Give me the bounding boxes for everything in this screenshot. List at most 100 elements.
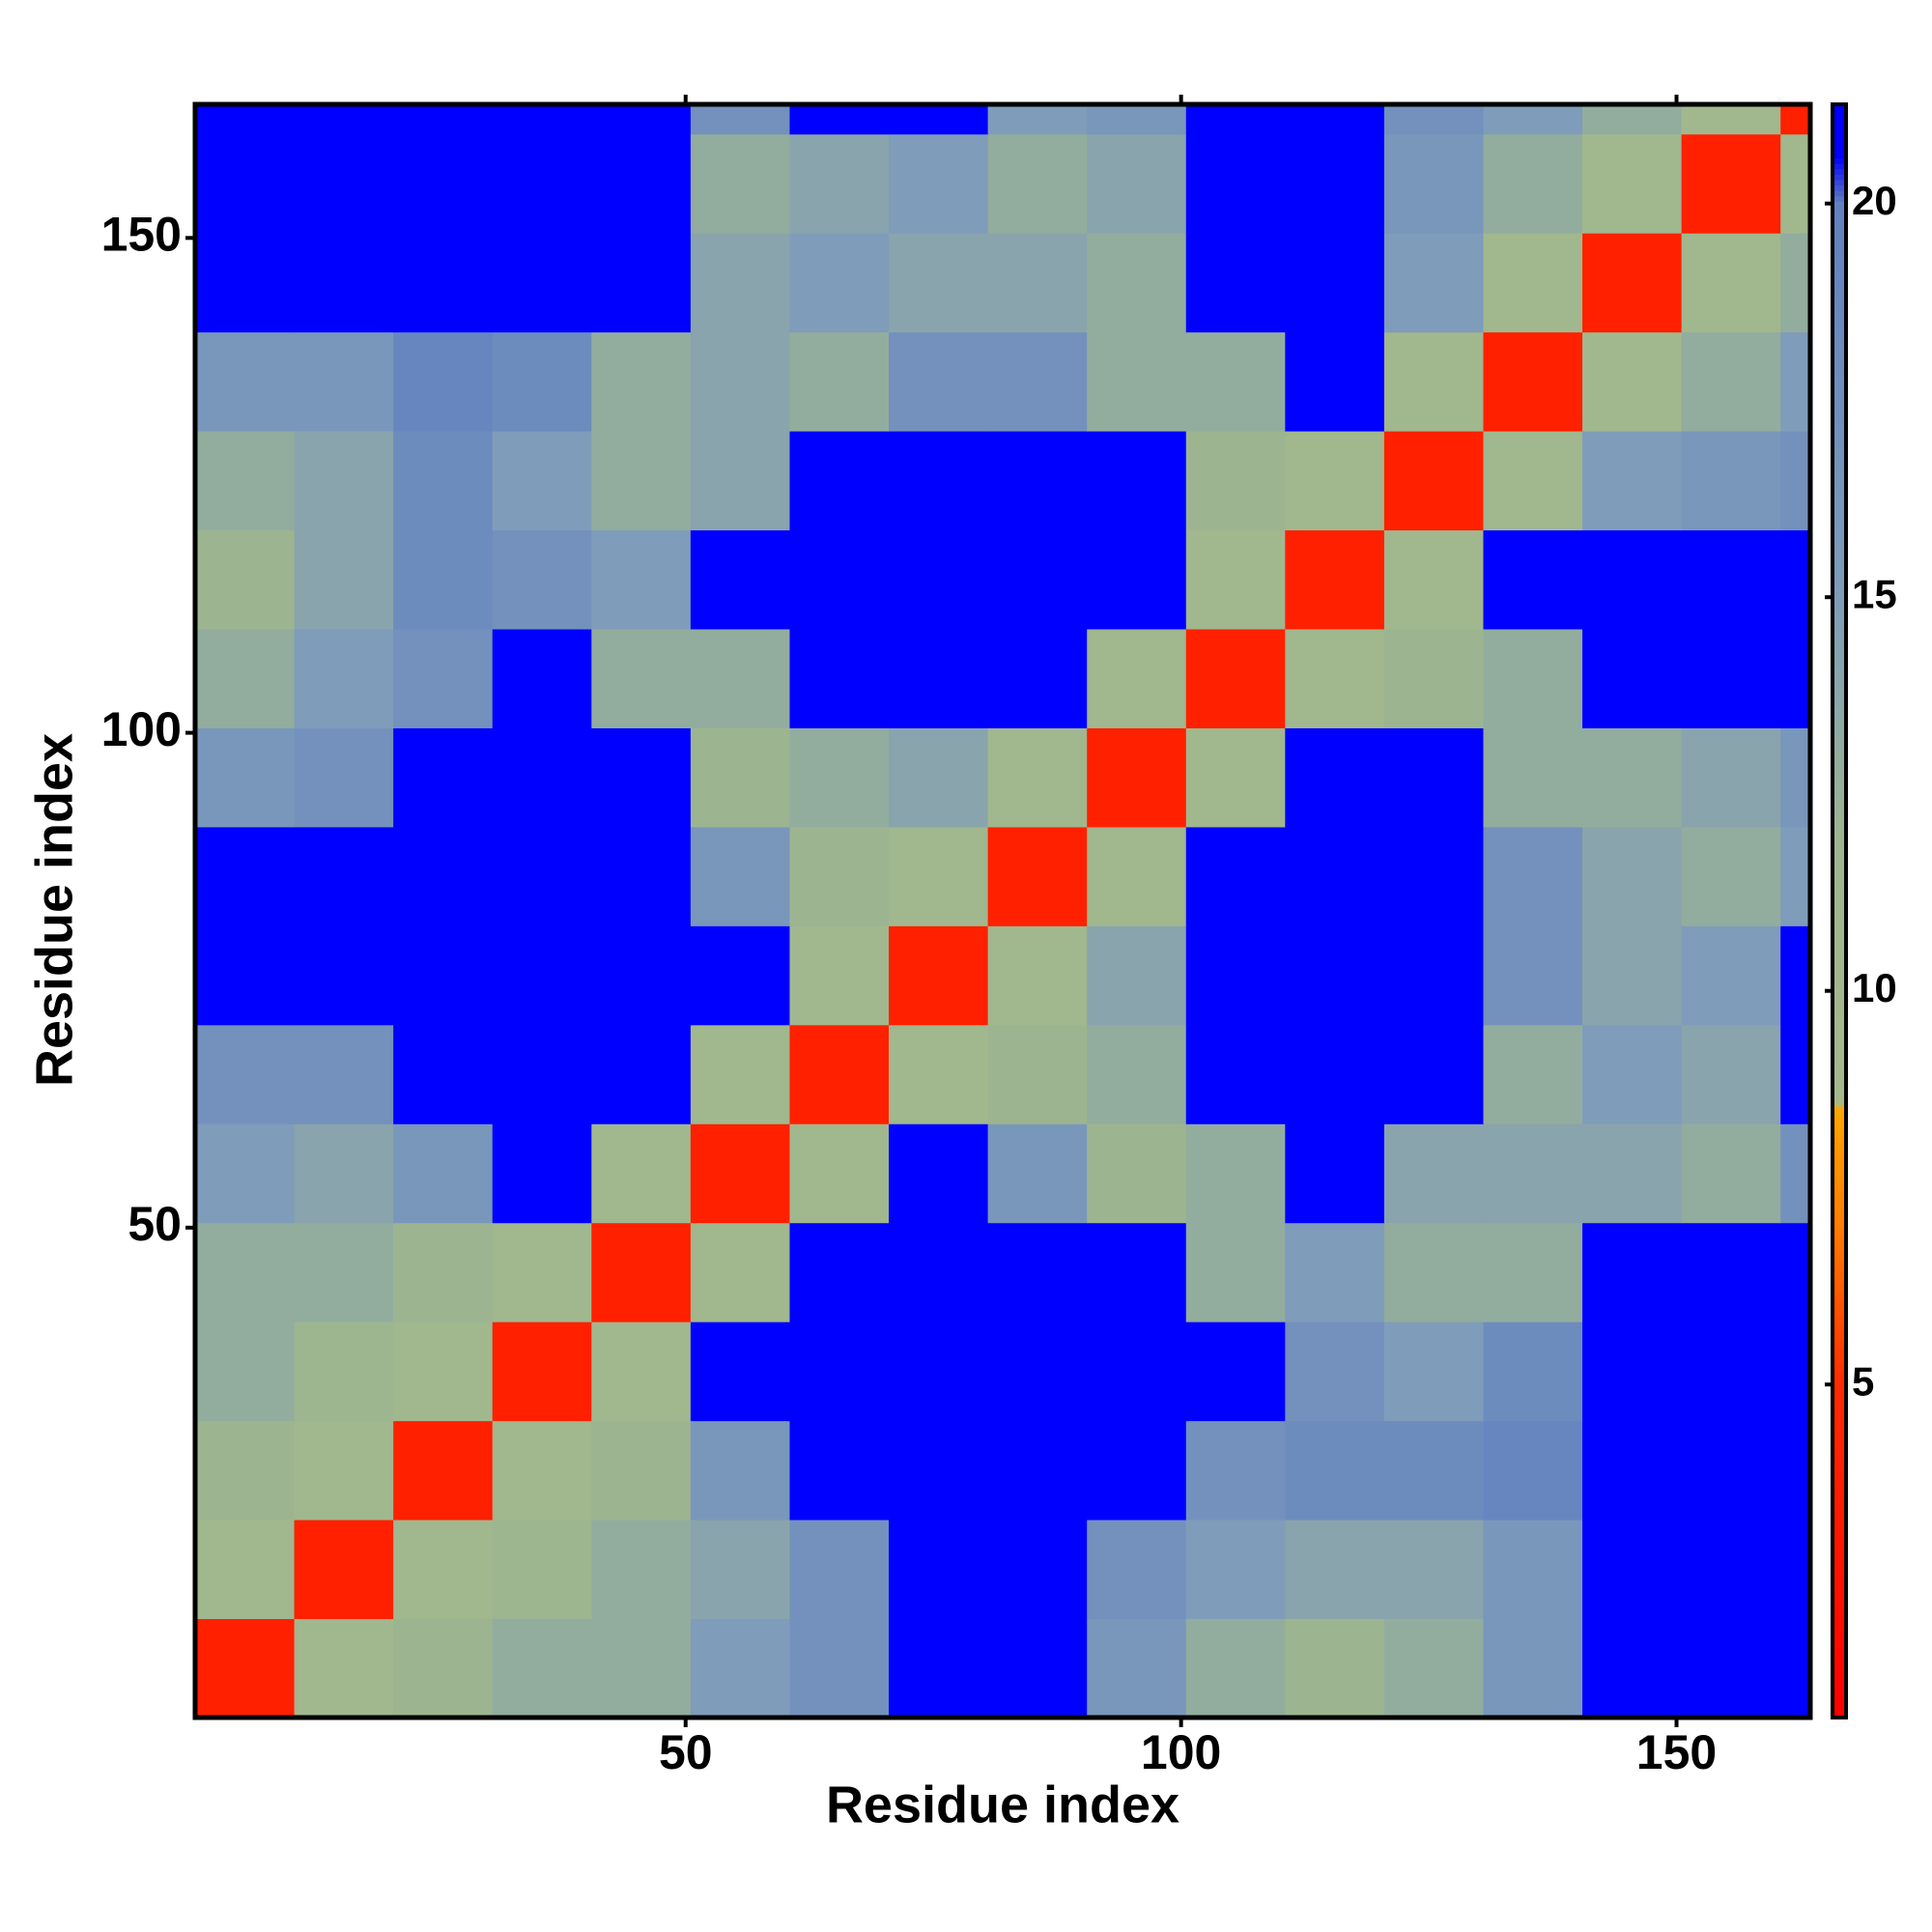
heatmap-cell [1087,1420,1187,1520]
heatmap-cell [1483,104,1583,135]
colorbar-segment [1833,464,1846,471]
colorbar-segment [1833,501,1846,509]
y-tick-label: 100 [101,702,182,756]
colorbar-segment [1833,750,1846,756]
colorbar-segment [1833,1496,1846,1503]
colorbar-segment [1833,1174,1846,1180]
colorbar-segment [1833,1582,1846,1589]
colorbar-segment [1833,346,1846,353]
colorbar-segment [1833,895,1846,901]
colorbar-segment [1833,625,1846,633]
colorbar-segment [1833,916,1846,923]
colorbar-segment [1833,1383,1846,1391]
heatmap-cell [1383,431,1484,531]
heatmap-cell [1285,431,1385,531]
heatmap-cell [987,925,1088,1026]
colorbar-segment [1833,572,1846,579]
heatmap-cell [690,629,790,728]
colorbar-segment [1833,1002,1846,1009]
colorbar-segment [1833,1631,1846,1638]
heatmap-cell [591,1618,692,1719]
colorbar-segment [1833,786,1846,794]
colorbar-segment [1833,352,1846,358]
colorbar-segment [1833,647,1846,654]
heatmap-cell [789,529,890,630]
colorbar-segment [1833,475,1846,482]
heatmap-cell [889,133,989,234]
heatmap-cell [1285,331,1385,432]
colorbar-segment [1833,819,1846,826]
heatmap-cell [294,1123,394,1224]
colorbar-segment [1833,1464,1846,1471]
heatmap-cell [1383,1024,1484,1124]
colorbar-segment [1833,899,1846,907]
colorbar-segment [1833,201,1846,208]
heatmap-cell [1582,1520,1683,1620]
heatmap-cell [1780,1420,1811,1520]
colorbar-segment [1833,1448,1846,1455]
heatmap-cell [591,925,692,1026]
heatmap-cell [1681,1024,1781,1124]
colorbar-segment [1833,1324,1846,1331]
colorbar-segment [1833,1072,1846,1079]
heatmap-cell [987,104,1088,135]
heatmap-cell [591,1123,692,1224]
heatmap-cell [195,1618,296,1719]
colorbar-segment [1833,340,1846,348]
colorbar-segment [1833,141,1846,149]
heatmap-cell [195,629,296,728]
heatmap-cell [195,1420,296,1520]
colorbar-segment [1833,287,1846,294]
heatmap-cell [1483,925,1583,1026]
colorbar-segment [1833,491,1846,497]
colorbar-segment [1833,281,1846,288]
colorbar-segment [1833,652,1846,659]
colorbar-segment [1833,1018,1846,1025]
colorbar-segment [1833,1593,1846,1601]
colorbar-segment [1833,1427,1846,1434]
colorbar-segment [1833,1626,1846,1633]
heatmap-cell [393,133,494,234]
heatmap-cell [492,331,592,432]
heatmap-cell [1483,1024,1583,1124]
heatmap-cell [1780,1024,1811,1124]
heatmap-cell [294,826,394,926]
heatmap-cell [1087,529,1187,630]
heatmap-cell [393,1123,494,1224]
heatmap-cell [1087,1321,1187,1422]
heatmap-cell [591,529,692,630]
colorbar-segment [1833,216,1846,224]
colorbar-segment [1833,319,1846,326]
heatmap-cell [889,233,989,333]
colorbar-segment [1833,136,1846,143]
colorbar-segment [1833,1469,1846,1477]
heatmap-cell [987,1222,1088,1322]
heatmap-cell [889,1420,989,1520]
heatmap-cell [1383,925,1484,1026]
heatmap-cell [1185,826,1286,926]
colorbar-segment [1833,551,1846,557]
colorbar-segment [1833,599,1846,606]
heatmap-cell [1285,529,1385,630]
colorbar-segment [1833,862,1846,869]
colorbar-segment [1833,1695,1846,1702]
colorbar-segment [1833,1029,1846,1036]
heatmap-cell [1780,331,1811,432]
heatmap-cell [690,104,790,135]
colorbar-segment [1833,1475,1846,1482]
colorbar-segment [1833,873,1846,880]
heatmap-cell [195,233,296,333]
heatmap-cell [1681,727,1781,828]
colorbar-segment [1833,991,1846,998]
heatmap-cell [789,629,890,728]
heatmap-cell [1285,925,1385,1026]
colorbar-segment [1833,104,1846,111]
heatmap-cell [1087,1024,1187,1124]
colorbar-segment [1833,1115,1846,1122]
heatmap-cell [1087,233,1187,333]
colorbar-segment [1833,1459,1846,1465]
heatmap-cell [591,629,692,728]
colorbar-segment [1833,1131,1846,1138]
heatmap-cell [1780,1222,1811,1322]
heatmap-cell [294,1024,394,1124]
